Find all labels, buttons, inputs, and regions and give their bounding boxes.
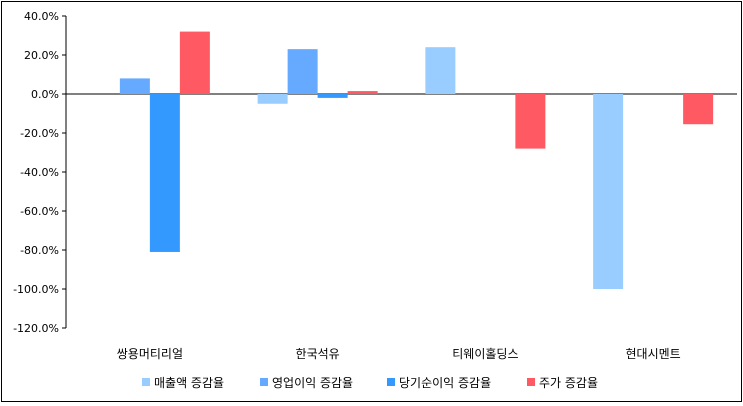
legend-label: 매출액 증감율 xyxy=(154,376,224,390)
bar xyxy=(515,94,546,149)
bar xyxy=(257,94,288,104)
x-category-label: 쌍용머티리얼 xyxy=(117,347,183,361)
bar xyxy=(593,94,624,289)
legend-swatch xyxy=(142,378,150,386)
y-tick-label: 20.0% xyxy=(24,49,59,62)
bar xyxy=(149,94,180,252)
x-category-label: 티웨이홀딩스 xyxy=(452,347,518,361)
bar xyxy=(119,78,150,94)
bar-chart: 40.0% 20.0% 0.0% -20.0% -40.0% -60.0% -80.0% -1… xyxy=(13,10,737,390)
legend-swatch xyxy=(260,378,268,386)
y-tick-label: -100.0% xyxy=(13,283,59,296)
legend-label: 당기순이익 증감율 xyxy=(399,376,491,390)
y-tick-label: 40.0% xyxy=(24,10,59,23)
legend-label: 주가 증감율 xyxy=(539,376,598,390)
bar xyxy=(425,47,456,94)
legend: 매출액 증감율 영업이익 증감율 당기순이익 증감율 주가 증감율 xyxy=(142,376,598,390)
bar xyxy=(317,94,348,98)
y-tick-label: -20.0% xyxy=(20,127,59,140)
legend-label: 영업이익 증감율 xyxy=(272,376,353,390)
y-tick-label: -80.0% xyxy=(20,244,59,257)
y-tick-label: 0.0% xyxy=(31,88,59,101)
bar xyxy=(179,31,210,95)
y-tick-label: -40.0% xyxy=(20,166,59,179)
x-category-label: 한국석유 xyxy=(296,347,340,361)
x-category-label: 현대시멘트 xyxy=(626,347,681,361)
bar xyxy=(347,91,378,94)
bar xyxy=(683,94,714,125)
bars-layer xyxy=(119,31,714,289)
legend-swatch xyxy=(527,378,535,386)
y-tick-label: -60.0% xyxy=(20,205,59,218)
legend-swatch xyxy=(387,378,395,386)
bar xyxy=(287,49,318,94)
y-tick-label: -120.0% xyxy=(13,322,59,335)
axes-layer: 40.0% 20.0% 0.0% -20.0% -40.0% -60.0% -80.0% -1… xyxy=(13,10,737,361)
